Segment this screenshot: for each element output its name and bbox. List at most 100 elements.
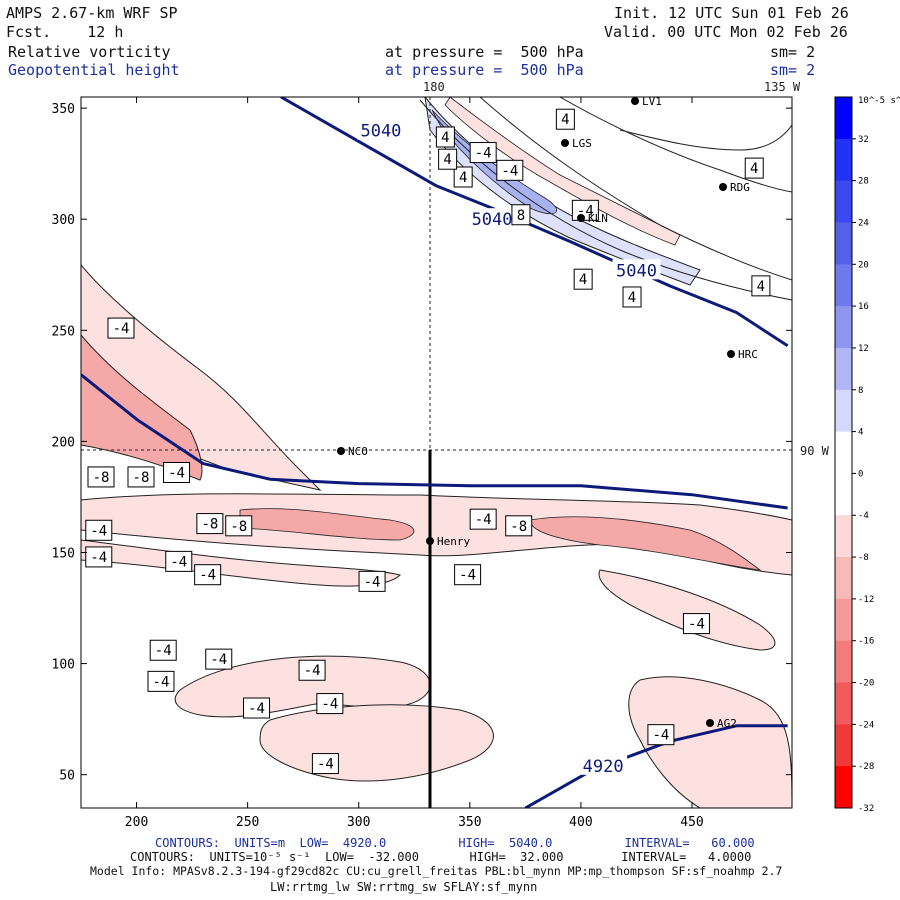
lon-label-90w: 90 W [800,444,829,458]
station-label: LGS [572,137,592,150]
vort-label-box [435,126,455,148]
field-height: Geopotential height [8,61,180,79]
colorbar-segment [835,640,852,684]
station-marker [631,97,639,105]
station-marker [426,537,434,545]
contours-height-info: CONTOURS: UNITS=m LOW= 4920.0 HIGH= 5040… [155,836,755,850]
colorbar: 32 28 24 20 16 12 8 4 0 -4 -8 -12 -16 -20 -24 -28 -32 10^… [834,96,900,814]
station-label: RDG [730,181,750,194]
vort-label-box [469,508,497,530]
vort-contour-label: -4 [248,701,265,717]
vort-contour-label: -4 [90,550,107,566]
height-label-bg [579,754,628,775]
vort-label-box [194,564,222,586]
vort-contour-label: 4 [757,279,765,295]
vort-contour-label: 8 [517,208,525,224]
colorbar-tick-label: -24 [858,720,874,730]
x-tick-label: 400 [569,815,592,830]
vort-contour-label: -4 [475,512,492,528]
vort-contour-label: -8 [133,470,150,486]
model-info: Model Info: MPASv8.2.3-194-gf29cd82c CU:… [90,864,783,878]
vort-label-box [751,275,771,297]
y-tick-label: 200 [52,435,75,450]
init-time: Init. 12 UTC Sun 01 Feb 26 [614,4,849,22]
colorbar-segment [835,306,852,349]
y-tick-label: 350 [52,102,75,117]
vorticity-labels: -4 -8 -8 -4 -4 -8 -8 -4 -4 -4 -4 -4 -4 -8 -4 -4 -4 -4 -4 -4… [85,108,771,775]
colorbar-tick-label: 12 [858,344,869,354]
vort-label-box [555,108,575,130]
height-label-bg [468,208,517,229]
vort-label-box [298,659,326,681]
colorbar-tick-label: -32 [858,804,874,814]
colorbar-tick-label: -12 [858,595,874,605]
model-title: AMPS 2.67-km WRF SP [6,4,178,22]
colorbar-segment [835,682,852,725]
field-vorticity: Relative vorticity [8,43,171,61]
height-label-bg [612,259,661,280]
vort-label-box [87,466,115,488]
vort-blob-east [598,569,776,651]
vort-contour-label: -4 [304,663,321,679]
colorbar-segment [835,264,852,307]
vort-line-ne-2 [479,97,792,281]
vort-label-box [85,519,113,541]
vort-contour-label: -4 [170,554,187,570]
station-marker [727,350,735,358]
vort-line-ne-4 [619,124,792,151]
colorbar-tick-label: 20 [858,260,869,270]
colorbar-tick-label: 8 [858,386,863,396]
vort-label-box [573,268,593,290]
station-label: HRC [738,348,758,361]
station-label: LV1 [642,95,662,108]
station-marker [337,447,345,455]
vort-band-main-core [239,508,415,541]
colorbar-tick-label: -4 [858,511,869,521]
vort-contour-label: -4 [210,652,227,668]
vort-contour-label: -4 [501,163,518,179]
vort-contour-label: -4 [168,465,185,481]
station-marker [577,214,585,222]
vort-contour-label: 4 [443,152,451,168]
colorbar-frame [834,96,853,809]
colorbar-segment [835,138,852,182]
vort-label-box [196,513,224,535]
axes: 200 250 300 350 400 450 50 100 150 200 250 300 350 [52,97,792,830]
lon-label-180: 180 [423,80,445,94]
vort-label-box [107,317,135,339]
y-tick-label: 100 [52,658,75,673]
height-contour-label: 4920 [583,757,624,777]
vort-contour-label: -4 [652,728,669,744]
vort-line-ne-3 [559,97,792,193]
vort-label-box [744,157,764,179]
colorbar-segment [835,557,852,600]
vort-contour-label: -4 [475,146,492,162]
colorbar-tick-label: -16 [858,637,874,647]
colorbar-tick-label: 16 [858,302,869,312]
y-tick-label: 250 [52,324,75,339]
y-tick-label: 300 [52,213,75,228]
y-tick-label: 150 [52,546,75,561]
vort-label-box [243,697,271,719]
height-contour-label: 5040 [616,261,657,281]
vort-line-ne-1 [419,99,792,301]
station-label: NCO [348,445,368,458]
vort-label-box [205,648,233,670]
vort-contour-label: 4 [628,290,636,306]
vort-negative-streak-ne [444,97,681,246]
vort-label-box [438,148,458,170]
vort-contour-label: -4 [364,574,381,590]
model-info-radiation: LW:rrtmg_lw SW:rrtmg_sw SFLAY:sf_mynn [270,880,538,894]
colorbar-segment [835,431,852,474]
station-marker [719,183,727,191]
station-marker [706,719,714,727]
vort-label-box [225,515,253,537]
colorbar-segment [835,180,852,223]
x-tick-label: 450 [680,815,703,830]
vort-contour-label: -8 [93,470,110,486]
colorbar-segment [835,347,852,391]
station-label: AG2 [717,717,737,730]
vort-contour-label: -4 [155,643,172,659]
colorbar-tick-label: 28 [858,177,869,187]
